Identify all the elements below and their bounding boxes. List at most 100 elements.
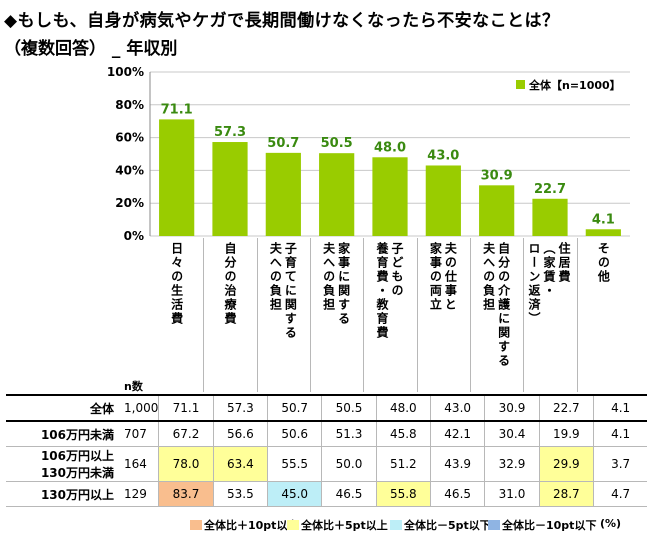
legend-swatch [488, 520, 500, 530]
unit-note: (%) [600, 517, 622, 530]
data-label: 50.5 [321, 136, 353, 151]
table-cell: 50.0 [321, 446, 377, 482]
table-cell: 22.7 [538, 394, 594, 422]
table-row: 106万円未満 707 67.2 56.6 50.6 51.3 45.8 42.1 30.4 19… [6, 421, 648, 447]
table-cell: 3.7 [592, 446, 648, 482]
legend-label: 全体比＋10pt以上 [204, 519, 299, 532]
table-cell: 31.0 [484, 481, 540, 507]
y-tick-label: 40% [115, 163, 144, 177]
table-cell: 28.7 [538, 481, 594, 507]
n-count: 164 [120, 446, 159, 482]
table-cell: 56.6 [212, 421, 268, 447]
column-separator [203, 238, 205, 392]
table-cell: 30.4 [484, 421, 540, 447]
category-label: 夫の仕事と 家事の両立 [428, 242, 458, 312]
legend-swatch [190, 520, 202, 530]
table-cell: 43.9 [429, 446, 485, 482]
table-cell: 48.0 [375, 394, 431, 422]
legend-item: 全体比－10pt以下 [488, 517, 596, 533]
table-cell: 78.0 [158, 446, 214, 482]
legend-label: 全体比＋5pt以上 [301, 519, 388, 532]
row-label: 106万円未満 [6, 421, 120, 447]
table-cell: 51.2 [375, 446, 431, 482]
table-row: 130万円以上 129 83.7 53.5 45.0 46.5 55.8 46.5 31.0 28… [6, 481, 648, 507]
y-tick-label: 80% [115, 98, 144, 112]
n-count: 129 [120, 481, 159, 507]
bar [319, 153, 355, 236]
table-cell: 30.9 [484, 394, 540, 422]
table-cell: 55.8 [375, 481, 431, 507]
legend-item: 全体比－5pt以下 [390, 517, 491, 533]
y-tick-label: 60% [115, 131, 144, 145]
table-row: 106万円以上 130万円未満 164 78.0 63.4 55.5 50.0 51.2 43… [6, 446, 648, 482]
data-label: 57.3 [214, 125, 246, 140]
column-separator [363, 238, 365, 392]
table-cell: 43.0 [429, 394, 485, 422]
table-cell: 50.6 [267, 421, 322, 447]
legend-label: 全体比－10pt以下 [502, 519, 597, 532]
data-label: 71.1 [161, 102, 193, 117]
column-separator [416, 238, 418, 392]
legend-swatch [390, 520, 402, 530]
bar-chart: 0% 20% 40% 60% 80% 100% 71.1 57.3 50.7 50.5 48.0 43… [107, 65, 630, 243]
table-cell: 45.8 [375, 421, 431, 447]
data-table: 全体 1,000 71.1 57.3 50.7 50.5 48.0 43.0 30.9 22.7 4… [6, 394, 648, 507]
bar [265, 152, 301, 236]
category-label: 自分の治療費 [223, 242, 237, 326]
bar [479, 185, 515, 236]
bar [212, 142, 248, 236]
y-tick-label: 100% [107, 65, 144, 79]
category-label: 子育てに関する 夫への負担 [268, 242, 298, 340]
column-separator [310, 238, 311, 392]
table-cell: 4.1 [592, 394, 648, 422]
table-cell: 53.5 [212, 481, 268, 507]
category-label: 自分の介護に関する 夫への負担 [481, 242, 511, 368]
y-tick-label: 20% [115, 196, 144, 210]
data-label: 48.0 [374, 140, 406, 155]
table-cell: 67.2 [158, 421, 214, 447]
chart-title: ◆もしも、自身が病気やケガで長期間働けなくなったら不安なことは？ [4, 11, 560, 31]
legend-swatch [516, 80, 525, 89]
legend-swatch [287, 520, 299, 530]
bar [159, 119, 195, 236]
n-count: 1,000 [120, 394, 159, 422]
table-cell: 19.9 [538, 421, 594, 447]
table-cell: 71.1 [158, 394, 214, 422]
row-label: 全体 [6, 394, 120, 422]
table-cell: 4.7 [592, 481, 648, 507]
bar [425, 165, 461, 236]
y-tick-label: 0% [124, 229, 144, 243]
n-count-header: n数 [124, 380, 143, 393]
table-cell: 57.3 [212, 394, 268, 422]
column-separator [523, 238, 525, 392]
table-cell: 45.0 [267, 481, 322, 507]
bar [372, 157, 408, 236]
data-label: 4.1 [592, 212, 615, 227]
column-separator [470, 238, 471, 392]
category-label: 子どもの 養育費・教育費 [375, 242, 404, 340]
bar [585, 229, 621, 236]
table-cell: 55.5 [267, 446, 322, 482]
row-label: 130万円以上 [6, 481, 120, 507]
legend-label: 全体比－5pt以下 [404, 519, 491, 532]
table-cell: 46.5 [429, 481, 485, 507]
legend-item: 全体比＋10pt以上 [190, 517, 298, 533]
table-cell: 42.1 [429, 421, 485, 447]
table-cell: 46.5 [321, 481, 377, 507]
column-separator [576, 238, 578, 392]
category-label: 日々の生活費 [169, 242, 184, 326]
data-label: 22.7 [534, 182, 566, 197]
legend-label: 全体【n=1000】 [528, 78, 621, 92]
bar [532, 198, 568, 236]
table-cell: 29.9 [538, 446, 594, 482]
table-cell: 50.5 [321, 394, 377, 422]
table-row: 全体 1,000 71.1 57.3 50.7 50.5 48.0 43.0 30.9 22.7 4… [6, 394, 648, 422]
table-cell: 63.4 [212, 446, 268, 482]
table-cell: 4.1 [592, 421, 648, 447]
table-cell: 32.9 [484, 446, 540, 482]
table-cell: 83.7 [158, 481, 214, 507]
data-label: 43.0 [427, 148, 459, 163]
table-cell: 50.7 [267, 394, 322, 422]
legend-item: 全体比＋5pt以上 [287, 517, 388, 533]
n-count: 707 [120, 421, 159, 447]
